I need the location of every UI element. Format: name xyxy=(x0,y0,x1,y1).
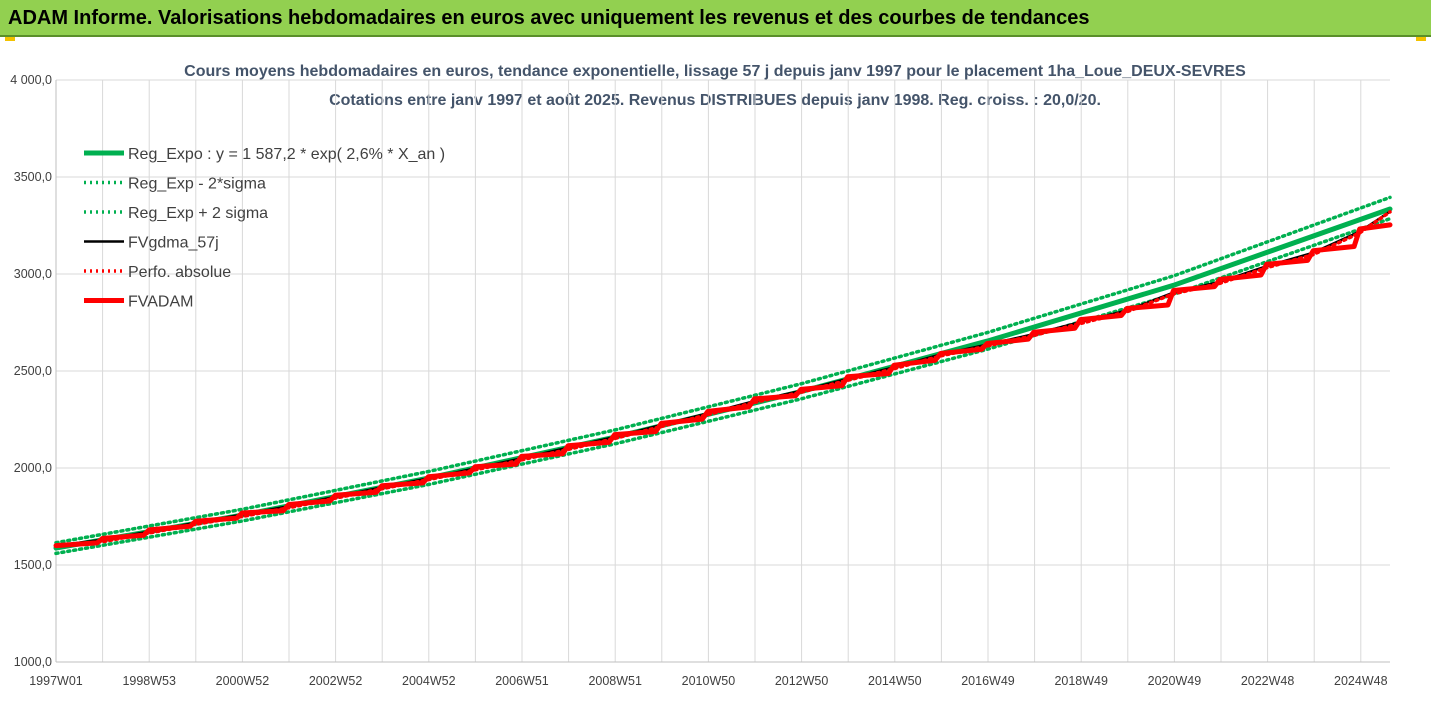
x-tick-label: 2004W52 xyxy=(402,674,456,688)
series-line xyxy=(54,216,1392,556)
legend-label: FVADAM xyxy=(128,294,193,311)
x-tick-label: 2024W48 xyxy=(1334,674,1388,688)
y-tick-label: 3000,0 xyxy=(14,267,52,281)
x-tick-label: 1998W53 xyxy=(122,674,176,688)
legend-label: Reg_Exp - 2*sigma xyxy=(128,176,266,193)
legend-label: Reg_Expo : y = 1 587,2 * exp( 2,6% * X_a… xyxy=(128,146,445,163)
x-tick-label: 2014W50 xyxy=(868,674,922,688)
axes: 1000,0 1500,0 2000,0 2500,0 3000,0 3500,0 4 00… xyxy=(10,73,1390,688)
x-tick-label: 2016W49 xyxy=(961,674,1015,688)
x-tick-label: 2020W49 xyxy=(1148,674,1202,688)
series xyxy=(53,195,1393,556)
series-line xyxy=(54,210,1392,547)
series-line xyxy=(53,206,1393,551)
report-title: ADAM Informe. Valorisations hebdomadaire… xyxy=(8,7,1090,29)
y-tick-label: 2500,0 xyxy=(14,364,52,378)
series-line xyxy=(53,222,1393,549)
series-line xyxy=(54,195,1392,545)
corner-marker xyxy=(5,37,15,41)
x-tick-label: 2008W51 xyxy=(588,674,642,688)
chart-subtitle: Cotations entre janv 1997 et août 2025. … xyxy=(329,92,1101,109)
x-tick-label: 2002W52 xyxy=(309,674,363,688)
report-header: ADAM Informe. Valorisations hebdomadaire… xyxy=(0,0,1431,37)
x-tick-label: 2000W52 xyxy=(216,674,270,688)
legend-label: Reg_Exp + 2 sigma xyxy=(128,205,268,222)
chart-title: Cours moyens hebdomadaires en euros, ten… xyxy=(184,63,1246,80)
chart-area: Cours moyens hebdomadaires en euros, ten… xyxy=(0,37,1431,718)
x-tick-label: 2006W51 xyxy=(495,674,549,688)
y-tick-label: 1500,0 xyxy=(14,558,52,572)
y-tick-label: 4 000,0 xyxy=(10,73,52,87)
x-tick-label: 2022W48 xyxy=(1241,674,1295,688)
y-tick-label: 3500,0 xyxy=(14,170,52,184)
legend-label: FVgdma_57j xyxy=(128,235,219,252)
x-tick-label: 2010W50 xyxy=(682,674,736,688)
legend-label: Perfo. absolue xyxy=(128,264,231,281)
y-tick-label: 2000,0 xyxy=(14,461,52,475)
series-line xyxy=(54,210,1392,548)
x-tick-label: 1997W01 xyxy=(29,674,83,688)
x-tick-label: 2012W50 xyxy=(775,674,829,688)
y-tick-label: 1000,0 xyxy=(14,655,52,669)
corner-marker xyxy=(1416,37,1426,41)
x-tick-label: 2018W49 xyxy=(1054,674,1108,688)
grid xyxy=(55,79,1390,663)
line-chart: Cours moyens hebdomadaires en euros, ten… xyxy=(10,63,1393,688)
legend: Reg_Expo : y = 1 587,2 * exp( 2,6% * X_a… xyxy=(84,146,445,311)
